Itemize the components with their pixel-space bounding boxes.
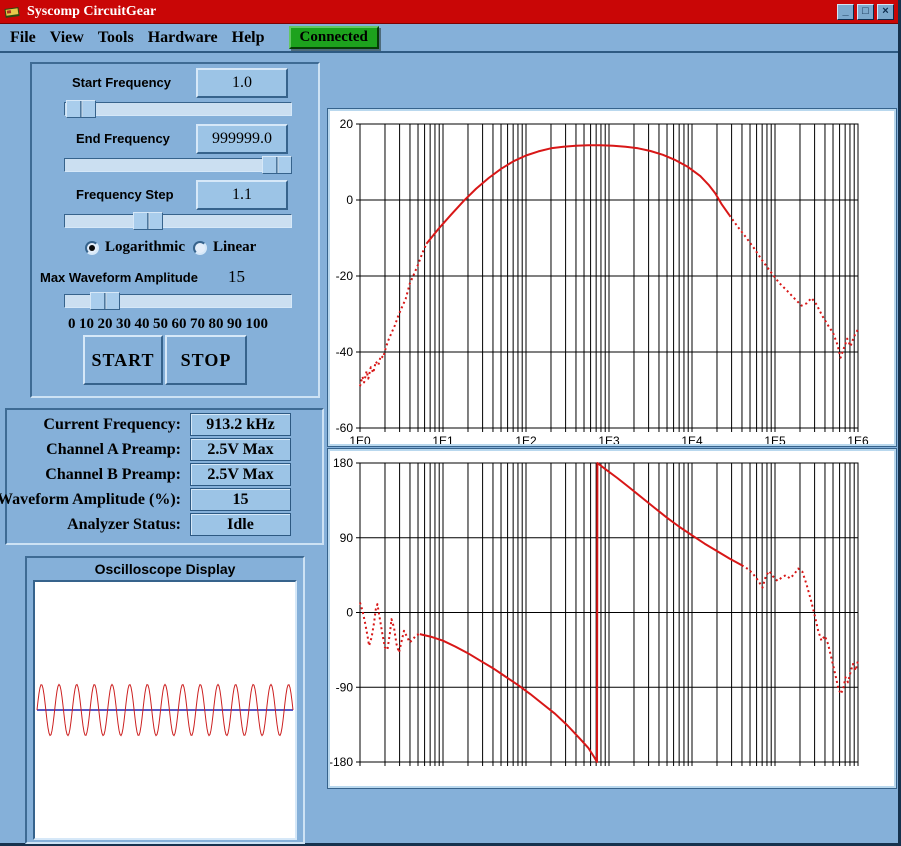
phase-chart-canvas: 180 90 0 -90 -180	[329, 451, 894, 786]
waveform-amplitude-readout: 15	[190, 488, 291, 511]
amplitude-scale-ticks: 0 10 20 30 40 50 60 70 80 90 100	[68, 316, 268, 333]
max-waveform-amplitude-value: 15	[228, 267, 245, 286]
logarithmic-radio[interactable]	[85, 241, 99, 255]
frequency-step-slider[interactable]	[64, 212, 292, 230]
scale-tick: 50	[153, 316, 168, 332]
menu-help[interactable]: Help	[231, 28, 265, 46]
channel-a-preamp-readout: 2.5V Max	[190, 438, 291, 461]
minimize-button[interactable]: _	[837, 3, 854, 20]
linear-radio[interactable]	[193, 241, 207, 255]
y-tick-label: -60	[336, 421, 354, 435]
y-tick-label: 90	[340, 531, 354, 545]
y-tick-label: 20	[340, 117, 354, 131]
status-row: Current Frequency: 913.2 kHz	[9, 413, 321, 438]
status-label: Waveform Amplitude (%):	[0, 491, 181, 508]
start-frequency-value[interactable]: 1.0	[196, 68, 288, 98]
x-tick-label: 1E2	[515, 434, 537, 444]
max-waveform-amplitude-label: Max Waveform Amplitude	[40, 270, 198, 285]
frequency-step-label: Frequency Step	[76, 187, 174, 202]
sweep-control-panel: Start Frequency 1.0 End Frequency 999999…	[30, 62, 320, 398]
phase-chart-svg: 180 90 0 -90 -180	[329, 456, 859, 769]
frequency-step-slider-handle[interactable]	[132, 212, 163, 230]
start-frequency-slider[interactable]	[64, 100, 292, 118]
analyzer-status-readout: Idle	[190, 513, 291, 536]
start-frequency-label: Start Frequency	[72, 75, 171, 90]
status-row: Channel A Preamp: 2.5V Max	[9, 438, 321, 463]
x-tick-label: 1E5	[764, 434, 786, 444]
magnitude-main	[425, 144, 731, 245]
title-bar: Syscomp CircuitGear _ □ ×	[0, 0, 898, 24]
magnitude-noisy-high	[728, 214, 859, 359]
connected-status-button[interactable]: Connected	[288, 26, 379, 49]
y-tick-label: 0	[346, 193, 353, 207]
close-button[interactable]: ×	[877, 3, 894, 20]
scale-tick: 40	[134, 316, 150, 332]
scale-tick: 10	[79, 316, 94, 332]
status-row: Analyzer Status: Idle	[9, 513, 321, 538]
status-label: Current Frequency:	[43, 416, 181, 433]
x-tick-label: 1E1	[432, 434, 454, 444]
y-tick-label: 180	[333, 456, 353, 470]
menu-tools[interactable]: Tools	[97, 28, 134, 46]
linear-radio-label[interactable]: Linear	[213, 239, 257, 255]
end-frequency-label: End Frequency	[76, 131, 170, 146]
status-label: Analyzer Status:	[67, 516, 181, 533]
end-frequency-slider-handle[interactable]	[262, 156, 292, 174]
status-row: Channel B Preamp: 2.5V Max	[9, 463, 321, 488]
magnitude-noisy-low	[359, 243, 428, 387]
scale-tick: 0	[68, 316, 76, 332]
menu-bar: File View Tools Hardware Help Connected	[0, 24, 898, 53]
status-row: Waveform Amplitude (%): 15	[0, 488, 321, 513]
oscilloscope-waveform	[36, 683, 294, 737]
start-frequency-slider-handle[interactable]	[66, 100, 96, 118]
max-waveform-amplitude-slider-handle[interactable]	[89, 292, 120, 310]
scale-tick: 100	[245, 316, 269, 332]
x-tick-label: 1E4	[681, 434, 703, 444]
scale-tick: 60	[171, 316, 187, 332]
x-tick-label: 1E0	[349, 434, 371, 444]
end-frequency-value[interactable]: 999999.0	[196, 124, 288, 154]
menu-file[interactable]: File	[10, 28, 36, 46]
phase-chart-panel: 180 90 0 -90 -180	[327, 448, 897, 789]
status-label: Channel B Preamp:	[45, 466, 181, 483]
phase-main-with-wrap	[419, 462, 743, 763]
frequency-step-value[interactable]: 1.1	[196, 180, 288, 210]
channel-b-preamp-readout: 2.5V Max	[190, 463, 291, 486]
phase-noisy-high	[741, 564, 859, 695]
menu-hardware[interactable]: Hardware	[147, 28, 218, 46]
y-tick-label: -20	[336, 269, 354, 283]
menu-view[interactable]: View	[49, 28, 84, 46]
y-tick-label: -40	[336, 345, 354, 359]
window-title: Syscomp CircuitGear	[27, 3, 157, 19]
current-frequency-readout: 913.2 kHz	[190, 413, 291, 436]
status-panel: Current Frequency: 913.2 kHz Channel A P…	[0, 408, 324, 545]
scope-sine-wave	[36, 683, 294, 737]
status-label: Channel A Preamp:	[46, 441, 181, 458]
oscilloscope-canvas	[33, 580, 297, 840]
logarithmic-radio-label[interactable]: Logarithmic	[105, 239, 185, 255]
end-frequency-slider[interactable]	[64, 156, 292, 174]
max-waveform-amplitude-slider[interactable]	[64, 292, 292, 310]
magnitude-chart-panel: 20 0 -20 -40 -60 1E0 1E1 1E2 1E3 1E4 1E5 1E6	[327, 108, 897, 448]
scale-tick: 20	[97, 316, 113, 332]
oscilloscope-panel: Oscilloscope Display	[25, 556, 305, 844]
scale-tick: 80	[208, 316, 224, 332]
stop-button[interactable]: STOP	[165, 335, 247, 385]
y-tick-label: -90	[336, 680, 354, 694]
y-tick-label: 0	[346, 606, 353, 620]
maximize-button[interactable]: □	[857, 3, 874, 20]
magnitude-chart-canvas: 20 0 -20 -40 -60 1E0 1E1 1E2 1E3 1E4 1E5 1E6	[330, 111, 894, 448]
start-button[interactable]: START	[83, 335, 163, 385]
scale-tick: 30	[116, 316, 131, 332]
x-tick-label: 1E3	[598, 434, 620, 444]
y-tick-label: -180	[330, 755, 353, 769]
app-icon	[4, 7, 20, 18]
scale-tick: 90	[227, 316, 242, 332]
scale-tick: 70	[190, 316, 205, 332]
x-tick-label: 1E6	[847, 434, 869, 444]
phase-noisy-low	[359, 602, 421, 654]
oscilloscope-title: Oscilloscope Display	[94, 561, 236, 577]
